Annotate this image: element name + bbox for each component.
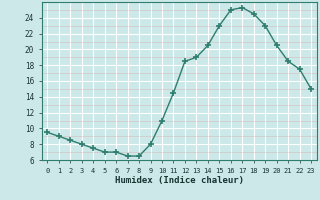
X-axis label: Humidex (Indice chaleur): Humidex (Indice chaleur) <box>115 176 244 185</box>
